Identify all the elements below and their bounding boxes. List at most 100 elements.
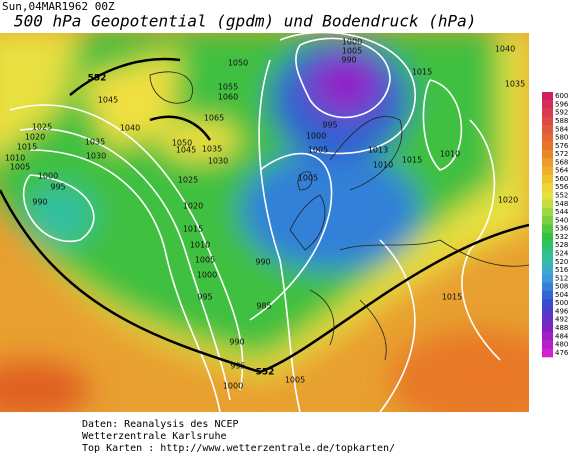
colorbar-swatch (542, 92, 553, 101)
colorbar-label: 564 (555, 167, 568, 175)
colorbar-swatch (542, 323, 553, 333)
isobar-label: 1015 (402, 156, 422, 165)
footer-line: Top Karten : http://www.wetterzentrale.d… (82, 443, 395, 454)
isobar-label: 1015 (17, 143, 37, 152)
timestamp: Sun,04MAR1962 00Z (2, 0, 115, 13)
colorbar-swatch (542, 149, 553, 159)
colorbar-label: 528 (555, 241, 568, 249)
colorbar-swatch (542, 315, 553, 325)
colorbar-label: 532 (555, 233, 568, 241)
colorbar-label: 540 (555, 216, 568, 224)
colorbar-swatch (542, 174, 553, 184)
colorbar-label: 516 (555, 266, 568, 274)
colorbar-swatch (542, 340, 553, 350)
isobar-label: 995 (322, 121, 337, 130)
isobar-label: 990 (341, 56, 356, 65)
colorbar-label: 568 (555, 158, 568, 166)
colorbar-swatch (542, 307, 553, 316)
colorbar-label: 480 (555, 341, 568, 349)
coastlines (149, 71, 529, 361)
colorbar-label: 580 (555, 134, 568, 142)
colorbar-swatch (542, 207, 553, 217)
colorbar-label: 524 (555, 249, 568, 257)
colorbar-swatch (542, 348, 553, 358)
colorbar-label: 556 (555, 183, 568, 191)
isobar-label: 1005 (308, 146, 328, 155)
colorbar-swatch (542, 265, 553, 275)
552-line (69, 57, 212, 141)
contour-label-552: 552 (256, 368, 275, 378)
colorbar-swatch (542, 232, 553, 242)
colorbar-label: 512 (555, 274, 568, 282)
isobar-label: 995 (197, 293, 212, 302)
isobar-label: 995 (50, 183, 65, 192)
colorbar-swatch (542, 125, 553, 134)
isobar-label: 990 (32, 198, 47, 207)
colorbar-swatch (542, 183, 553, 192)
colorbar-label: 500 (555, 299, 568, 307)
isobar-label: 1060 (218, 93, 238, 102)
footer-line: Wetterzentrale Karlsruhe (82, 431, 227, 442)
colorbar-label: 488 (555, 324, 568, 332)
isobar-label: 1000 (197, 271, 217, 280)
colorbar-swatch (542, 282, 553, 292)
isobar-label: 1055 (218, 83, 238, 92)
colorbar-swatch (542, 100, 553, 109)
isobar-label: 1000 (223, 382, 243, 391)
isobar-label: 1013 (368, 146, 388, 155)
isobar-label: 1065 (204, 114, 224, 123)
isobar-label: 1025 (32, 123, 52, 132)
isobar-label: 1050 (172, 139, 192, 148)
colorbar-label: 552 (555, 192, 568, 200)
isobar-label: 1010 (5, 154, 25, 163)
isobar-label: 1000 (342, 38, 362, 47)
colorbar-swatch (542, 224, 553, 234)
isobar-label: 1015 (442, 293, 462, 302)
colorbar: 6005965925885845805765725685645605565525… (542, 92, 568, 358)
isobar-label: 1000 (38, 172, 58, 181)
isobar-label: 985 (256, 302, 271, 311)
isobar-label: 1035 (202, 145, 222, 154)
colorbar-label: 576 (555, 142, 568, 150)
isobar-label: 1035 (505, 80, 525, 89)
colorbar-label: 492 (555, 316, 568, 324)
colorbar-label: 584 (555, 125, 568, 133)
isobar-label: 1005 (342, 47, 362, 56)
colorbar-swatch (542, 274, 553, 283)
colorbar-swatch (542, 116, 553, 126)
colorbar-swatch (542, 191, 553, 200)
isobar-label: 1040 (495, 45, 515, 54)
isobar-label: 1000 (306, 132, 326, 141)
colorbar-label: 560 (555, 175, 568, 183)
colorbar-swatch (542, 332, 553, 341)
title: 500 hPa Geopotential (gpdm) und Bodendru… (14, 12, 476, 31)
colorbar-label: 508 (555, 283, 568, 291)
colorbar-label: 484 (555, 332, 568, 340)
colorbar-swatch (542, 257, 553, 267)
colorbar-label: 496 (555, 307, 568, 315)
colorbar-label: 572 (555, 150, 568, 158)
colorbar-swatch (542, 133, 553, 142)
colorbar-label: 504 (555, 291, 568, 299)
colorbar-swatch (542, 141, 553, 151)
isobar-label: 1025 (178, 176, 198, 185)
contour-labels: 5525521045104010351030102510201015101010… (5, 38, 525, 391)
isobar-label: 990 (229, 338, 244, 347)
isobar-label: 1015 (183, 225, 203, 234)
isobar-label: 1010 (190, 241, 210, 250)
colorbar-swatch (542, 290, 553, 300)
isobar-label: 1045 (176, 146, 196, 155)
colorbar-swatch (542, 199, 553, 209)
isobar-label: 1005 (285, 376, 305, 385)
isobar-label: 1005 (10, 163, 30, 172)
colorbar-label: 600 (555, 92, 568, 100)
contour-label-552: 552 (88, 74, 107, 84)
isobar-label: 1030 (208, 157, 228, 166)
isobar-label: 995 (230, 362, 245, 371)
isobar-label: 1005 (298, 174, 318, 183)
colorbar-label: 476 (555, 349, 568, 357)
colorbar-label: 544 (555, 208, 568, 216)
isobar-label: 1030 (86, 152, 106, 161)
